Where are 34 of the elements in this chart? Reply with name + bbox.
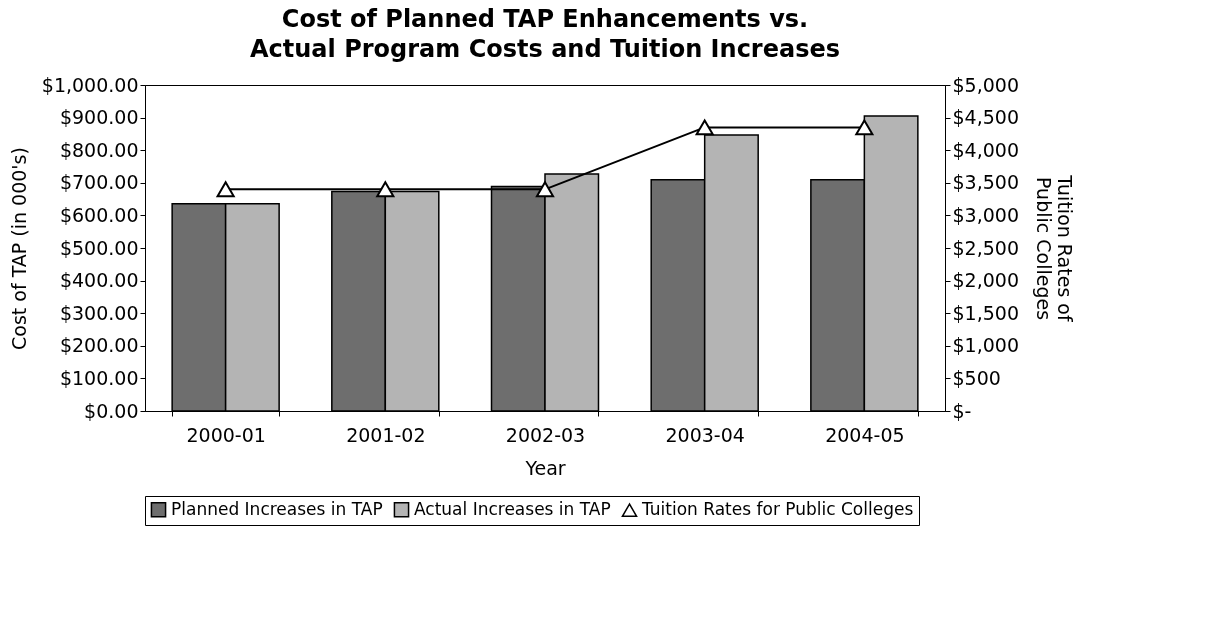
x-tick-label: 2002-03 xyxy=(505,423,586,446)
legend-label: Actual Increases in TAP xyxy=(414,498,611,519)
x-axis-title: Year xyxy=(524,456,566,479)
y-tick-label: $500.00 xyxy=(59,236,139,259)
y2-tick-label: $500 xyxy=(952,366,1001,389)
x-tick-label: 2003-04 xyxy=(665,423,745,446)
y2-tick-label: $4,500 xyxy=(952,106,1019,129)
y2-axis-title: Tuition Rates of Public Colleges xyxy=(1032,174,1076,323)
y-tick-label: $800.00 xyxy=(59,138,139,161)
x-tick-label: 2004-05 xyxy=(825,423,905,446)
y2-tick-label: $1,000 xyxy=(952,334,1019,357)
y-tick-label: $200.00 xyxy=(59,334,139,357)
x-tick-label: 2000-01 xyxy=(186,423,266,446)
y2-tick-label: $- xyxy=(952,399,972,422)
y-tick-label: $300.00 xyxy=(59,301,139,324)
y-tick-label: $100.00 xyxy=(59,366,139,389)
chart-title: Cost of Planned TAP Enhancements vs. Actual Program Costs and Tuition Increases xyxy=(249,5,841,63)
y2-tick-label: $1,500 xyxy=(952,301,1019,324)
y2-tick-label: $3,000 xyxy=(952,203,1019,226)
y2-tick-label: $2,500 xyxy=(952,236,1019,259)
legend-label: Tuition Rates for Public Colleges xyxy=(641,499,914,520)
y2-tick-label: $5,000 xyxy=(952,73,1019,96)
y-tick-label: $900.00 xyxy=(59,106,139,129)
y2-tick-label: $2,000 xyxy=(952,269,1019,292)
y-tick-label: $700.00 xyxy=(59,171,139,194)
y-tick-label: $600.00 xyxy=(59,203,139,226)
y2-tick-label: $3,500 xyxy=(952,171,1019,194)
y2-tick-label: $4,000 xyxy=(952,138,1019,161)
y-tick-label: $1,000.00 xyxy=(41,73,139,96)
y-tick-label: $400.00 xyxy=(59,269,139,292)
y-tick-label: $0.00 xyxy=(84,399,139,422)
legend-label: Planned Increases in TAP xyxy=(171,498,383,519)
y-axis-title: Cost of TAP (in 000's) xyxy=(7,147,30,350)
x-tick-label: 2001-02 xyxy=(346,423,426,446)
